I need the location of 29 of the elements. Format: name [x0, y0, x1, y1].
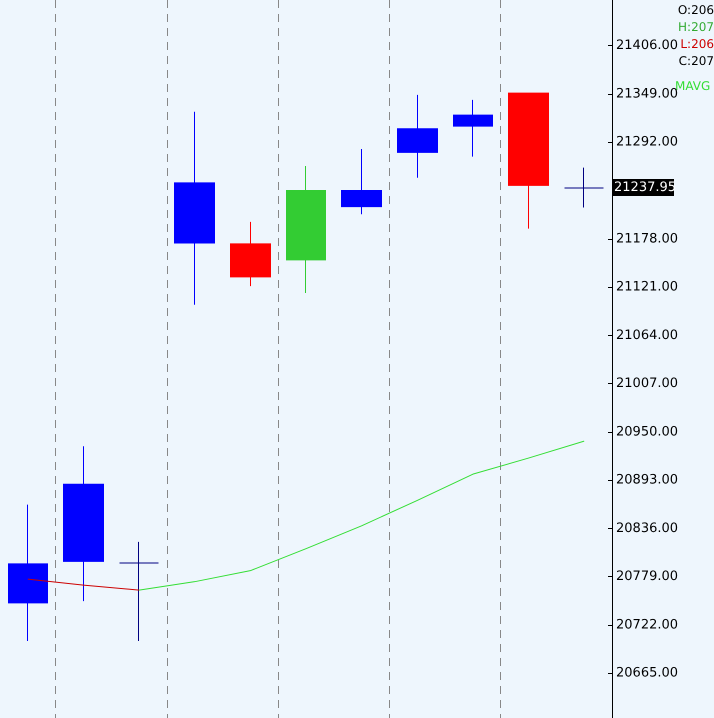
candlestick [8, 504, 48, 642]
candlestick [63, 446, 104, 602]
y-tick-label: 21121.00 [616, 280, 678, 295]
candlestick [174, 111, 215, 306]
candlestick [397, 94, 438, 178]
candlestick [508, 92, 549, 230]
candlestick [230, 221, 271, 287]
text: H:207 [678, 20, 714, 34]
text: O:206 [678, 3, 714, 17]
y-tick-label: 21406.00 [616, 38, 678, 54]
candlestick [119, 541, 159, 642]
candlestick [286, 165, 326, 294]
y-tick-label: 21292.00 [616, 134, 678, 150]
text: C:207 [678, 54, 714, 68]
candlestick [564, 167, 604, 208]
y-tick-label: 20950.00 [616, 424, 678, 440]
y-tick-label: 21349.00 [616, 86, 678, 102]
y-tick-label: 20893.00 [616, 472, 678, 488]
candlestick [453, 99, 493, 158]
y-tick-label: 20722.00 [616, 617, 678, 632]
y-tick-label: 21178.00 [616, 231, 678, 246]
line-series [138, 440, 585, 591]
y-tick-label: 21007.00 [616, 376, 678, 392]
y-tick-label: 21064.00 [616, 328, 678, 343]
y-tick-label: 20836.00 [616, 520, 678, 536]
text: L:206 [680, 37, 714, 51]
y-tick-label: 20665.00 [616, 666, 678, 681]
y-tick-label: 20779.00 [616, 569, 678, 584]
candlestick [341, 148, 382, 215]
